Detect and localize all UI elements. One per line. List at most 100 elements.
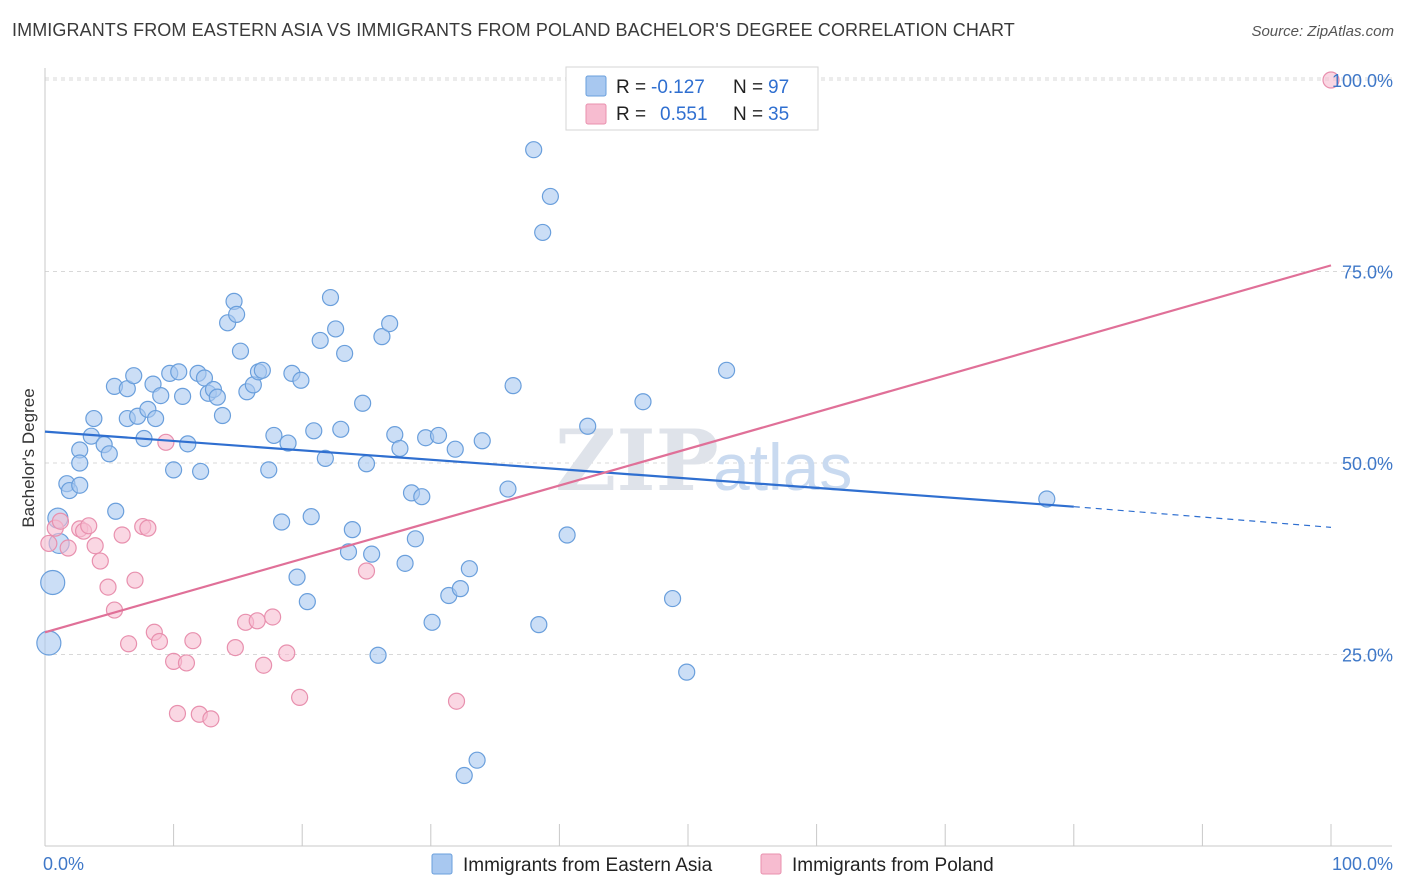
- data-point: [107, 502, 125, 520]
- data-point: [541, 187, 559, 206]
- data-point: [717, 361, 736, 379]
- data-point: [192, 462, 210, 481]
- data-point: [100, 445, 118, 463]
- data-point: [71, 476, 89, 494]
- legend-n-label-1: N =: [733, 77, 763, 98]
- data-point: [291, 688, 309, 706]
- legend-r-label-1: R =: [616, 77, 646, 98]
- data-point: [71, 454, 89, 472]
- data-point: [184, 632, 202, 650]
- data-point: [447, 692, 466, 710]
- trendline-eastern-asia-extension: [1073, 506, 1332, 528]
- data-point: [558, 526, 576, 544]
- stats-legend: R = -0.127 N = 97 R = 0.551 N = 35: [565, 66, 819, 131]
- data-point: [1038, 490, 1056, 508]
- data-point: [255, 656, 273, 674]
- data-point: [168, 704, 187, 723]
- data-point: [59, 539, 77, 557]
- data-point: [226, 639, 244, 657]
- data-point: [381, 314, 399, 333]
- data-point: [260, 461, 278, 479]
- series-legend: Immigrants from Eastern Asia Immigrants …: [431, 853, 994, 876]
- data-point: [451, 580, 469, 598]
- data-point: [302, 508, 320, 526]
- data-point: [316, 449, 334, 468]
- data-point: [663, 589, 682, 608]
- bottom-legend-swatch-blue: [431, 853, 453, 875]
- x-tick-label: 100.0%: [1332, 854, 1393, 874]
- data-point: [634, 393, 652, 411]
- bottom-legend-label-blue: Immigrants from Eastern Asia: [463, 855, 713, 876]
- data-point: [336, 344, 354, 363]
- data-point: [429, 426, 448, 445]
- y-tick-label: 100.0%: [1332, 71, 1393, 91]
- data-point: [174, 387, 192, 405]
- legend-swatch-pink: [585, 103, 607, 125]
- data-point: [170, 363, 188, 381]
- data-point: [202, 710, 220, 728]
- y-axis-label: Bachelor's Degree: [19, 388, 38, 527]
- legend-n-label-2: N =: [733, 104, 763, 125]
- data-point: [357, 455, 376, 473]
- data-point: [423, 613, 441, 631]
- y-tick-label: 50.0%: [1342, 454, 1393, 474]
- data-point: [534, 223, 552, 242]
- data-point: [343, 521, 361, 539]
- data-point: [311, 331, 329, 350]
- data-point: [86, 537, 104, 555]
- data-point: [99, 578, 117, 596]
- legend-r-label-2: R =: [616, 104, 646, 125]
- data-point: [279, 434, 297, 452]
- data-point: [208, 388, 226, 406]
- legend-n-value-1: 97: [768, 77, 789, 98]
- series-eastern-asia-points: [36, 141, 1056, 785]
- data-point: [332, 420, 350, 438]
- x-tick-labels: 0.0% 100.0%: [43, 854, 1393, 874]
- bottom-legend-swatch-pink: [760, 853, 782, 875]
- data-point: [165, 461, 183, 479]
- data-point: [179, 435, 197, 453]
- trendline-poland: [44, 264, 1332, 634]
- data-point: [354, 394, 372, 412]
- data-point: [231, 342, 250, 360]
- data-point: [113, 526, 131, 544]
- data-point: [396, 554, 414, 572]
- data-point: [473, 432, 491, 450]
- data-point: [80, 517, 98, 535]
- data-point: [85, 409, 103, 428]
- data-point: [150, 632, 169, 651]
- x-tick-label: 0.0%: [43, 854, 84, 874]
- watermark-atlas: atlas: [713, 430, 852, 504]
- legend-r-value-2: 0.551: [660, 104, 708, 125]
- data-point: [264, 608, 282, 626]
- data-point: [51, 512, 70, 530]
- data-point: [278, 644, 296, 662]
- data-point: [152, 386, 170, 405]
- data-point: [298, 593, 316, 611]
- data-point: [228, 305, 246, 323]
- data-point: [288, 568, 306, 586]
- y-tick-labels: 25.0% 50.0% 75.0% 100.0%: [1332, 71, 1393, 666]
- data-point: [455, 766, 473, 785]
- data-point: [678, 663, 696, 681]
- data-point: [321, 288, 340, 307]
- stats-legend-box: [565, 66, 819, 131]
- data-point: [363, 545, 381, 563]
- legend-r-value-1: -0.127: [651, 77, 705, 98]
- data-point: [126, 571, 144, 589]
- data-point: [406, 530, 424, 548]
- data-point: [413, 488, 431, 506]
- data-point: [248, 612, 266, 630]
- data-point: [327, 320, 345, 338]
- data-point: [119, 635, 138, 653]
- zipatlas-watermark: ZIP atlas: [555, 411, 852, 510]
- data-point: [213, 406, 232, 425]
- data-point: [253, 361, 271, 379]
- data-point: [146, 409, 165, 428]
- data-point: [273, 513, 291, 531]
- data-point: [369, 646, 387, 664]
- data-point: [1322, 71, 1340, 89]
- data-point: [499, 480, 517, 498]
- data-point: [305, 422, 323, 440]
